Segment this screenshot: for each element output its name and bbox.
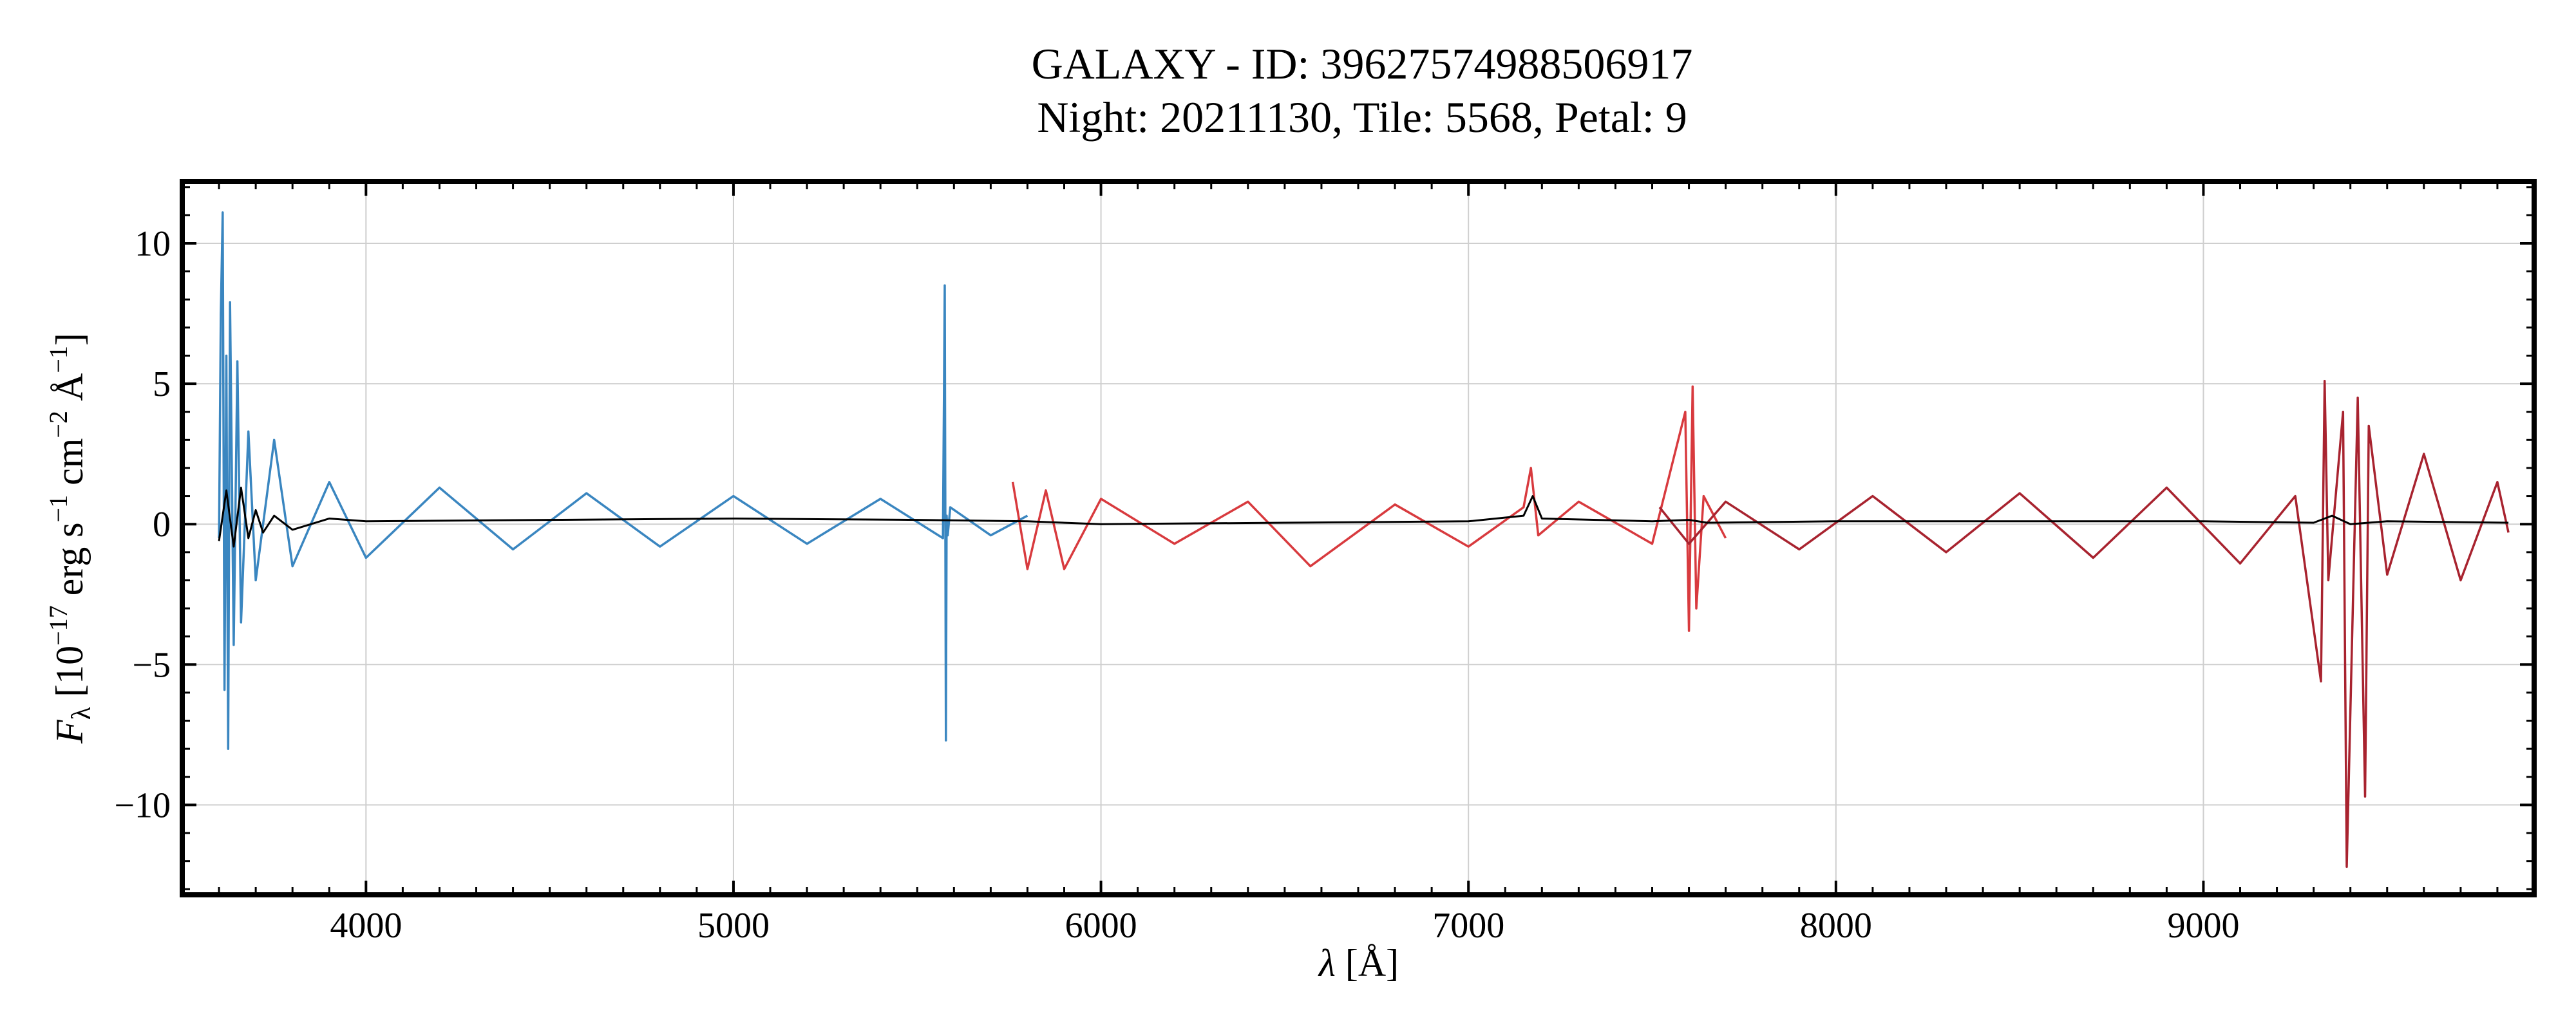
series-layer — [218, 211, 2510, 868]
y-tick-label: −10 — [114, 785, 171, 825]
x-tick-label: 5000 — [697, 906, 770, 946]
x-tick-label: 6000 — [1065, 906, 1137, 946]
tick-labels: 4000 5000 6000 7000 8000 9000 −10 −5 0 5 10 — [114, 224, 2239, 946]
axis-ticks — [182, 182, 2534, 895]
x-tick-label: 9000 — [2167, 906, 2239, 946]
chart-subtitle: Night: 20211130, Tile: 5568, Petal: 9 — [1037, 93, 1687, 142]
y-tick-label: 5 — [153, 364, 171, 404]
x-tick-label: 8000 — [1800, 906, 1872, 946]
y-axis-label: Fλ [10−17 erg s−1 cm−2 Å−1] — [44, 333, 97, 744]
y-tick-label: 0 — [153, 505, 171, 545]
spectrum-series-4 — [218, 487, 2509, 548]
grid-lines — [182, 182, 2534, 895]
x-tick-label: 4000 — [330, 906, 402, 946]
x-tick-label: 7000 — [1432, 906, 1504, 946]
spectrum-series-2 — [1011, 385, 1727, 632]
spectrum-series-3 — [1658, 379, 2510, 868]
y-tick-label: 10 — [135, 224, 171, 264]
chart-title: GALAXY - ID: 39627574988506917 — [1032, 39, 1693, 88]
plot-frame — [180, 179, 2537, 897]
y-tick-label: −5 — [132, 645, 171, 685]
spectrum-series-1 — [218, 211, 1028, 750]
x-axis-label: λ [Å] — [1318, 942, 1399, 984]
